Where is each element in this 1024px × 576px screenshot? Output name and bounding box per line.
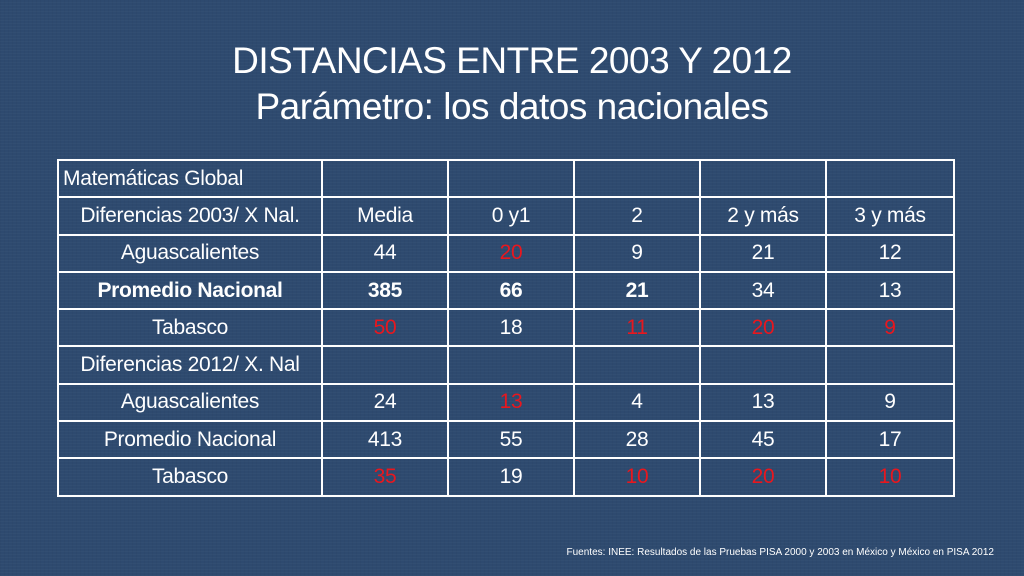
table-cell: Media (321, 196, 449, 236)
table-cell: 385 (321, 270, 449, 311)
table-cell: 9 (825, 382, 955, 423)
title-line-1: DISTANCIAS ENTRE 2003 Y 2012 (232, 40, 792, 81)
table-row: Promedio Nacional 413 55 28 45 17 (57, 420, 955, 460)
table-cell: 24 (321, 382, 449, 423)
table-row: Diferencias 2003/ X Nal. Media 0 y1 2 2 y má… (57, 196, 955, 236)
row-label-cell: Diferencias 2003/ X Nal. (57, 196, 323, 236)
table-body: Matemáticas Global Diferencias 2003/ X Na… (57, 158, 955, 497)
table-cell (447, 158, 575, 199)
table-cell (699, 345, 827, 385)
row-label-cell: Tabasco (57, 457, 323, 497)
table-cell (573, 158, 701, 199)
table-cell: 66 (447, 270, 575, 311)
table-row: Tabasco 35 19 10 20 10 (57, 457, 955, 497)
table-row: Tabasco 50 18 11 20 9 (57, 308, 955, 348)
table-row: Aguascalientes 24 13 4 13 9 (57, 382, 955, 423)
row-label-cell: Tabasco (57, 308, 323, 348)
table-row: Promedio Nacional 385 66 21 34 13 (57, 270, 955, 311)
table-cell: 2 (573, 196, 701, 236)
table-cell: 34 (699, 270, 827, 311)
table-cell: 21 (699, 233, 827, 273)
table-cell (825, 345, 955, 385)
row-label-cell: Aguascalientes (57, 382, 323, 423)
table-cell: 12 (825, 233, 955, 273)
table-cell (573, 345, 701, 385)
table-row: Diferencias 2012/ X. Nal (57, 345, 955, 385)
table-cell (321, 158, 449, 199)
row-label-cell: Promedio Nacional (57, 420, 323, 460)
table-cell: 13 (699, 382, 827, 423)
row-label-cell: Diferencias 2012/ X. Nal (57, 345, 323, 385)
table-cell: 10 (825, 457, 955, 497)
table-cell (699, 158, 827, 199)
source-footnote: Fuentes: INEE: Resultados de las Pruebas… (566, 547, 994, 558)
table-cell: 9 (825, 308, 955, 348)
table-cell: 2 y más (699, 196, 827, 236)
table-cell: 19 (447, 457, 575, 497)
table-cell: 17 (825, 420, 955, 460)
table-cell: 13 (447, 382, 575, 423)
table-cell (825, 158, 955, 199)
table-cell: 9 (573, 233, 701, 273)
table-row: Matemáticas Global (57, 158, 955, 199)
table-cell: 13 (825, 270, 955, 311)
table-cell: 11 (573, 308, 701, 348)
table-cell: 55 (447, 420, 575, 460)
table-cell: 20 (699, 457, 827, 497)
table-cell: 20 (699, 308, 827, 348)
row-label-cell: Promedio Nacional (57, 270, 323, 311)
table-cell: 0 y1 (447, 196, 575, 236)
row-label-cell: Aguascalientes (57, 233, 323, 273)
table-cell: 28 (573, 420, 701, 460)
slide-title: DISTANCIAS ENTRE 2003 Y 2012 Parámetro: … (0, 38, 1024, 130)
data-table: Matemáticas Global Diferencias 2003/ X Na… (57, 158, 955, 497)
table-cell: 45 (699, 420, 827, 460)
title-line-2: Parámetro: los datos nacionales (255, 86, 769, 127)
table-cell: 50 (321, 308, 449, 348)
table-cell: 35 (321, 457, 449, 497)
table-row: Aguascalientes 44 20 9 21 12 (57, 233, 955, 273)
table-cell: 4 (573, 382, 701, 423)
table-cell (321, 345, 449, 385)
table-cell: 44 (321, 233, 449, 273)
table-cell: 20 (447, 233, 575, 273)
table-cell: 413 (321, 420, 449, 460)
row-label-cell: Matemáticas Global (57, 158, 323, 199)
table-cell: 21 (573, 270, 701, 311)
table-cell: 18 (447, 308, 575, 348)
table-cell: 3 y más (825, 196, 955, 236)
table-cell (447, 345, 575, 385)
table-cell: 10 (573, 457, 701, 497)
